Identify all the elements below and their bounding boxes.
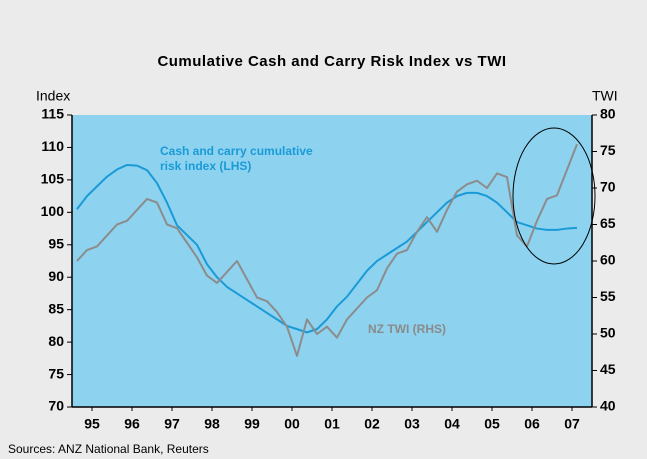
y2-axis-label: TWI (592, 88, 618, 104)
annotation: NZ TWI (RHS) (368, 322, 446, 336)
y2-tick-label: 55 (600, 288, 616, 304)
y-tick-label: 75 (48, 365, 64, 381)
x-tick-label: 98 (204, 416, 220, 432)
y2-tick-label: 60 (600, 252, 616, 268)
y2-tick-label: 65 (600, 215, 616, 231)
y2-tick-label: 40 (600, 398, 616, 414)
y2-tick-label: 80 (600, 106, 616, 122)
y-tick-label: 105 (41, 171, 65, 187)
y-tick-label: 115 (41, 106, 64, 122)
chart-title: Cumulative Cash and Carry Risk Index vs … (157, 53, 506, 70)
y2-tick-label: 75 (600, 142, 616, 158)
y-tick-label: 95 (48, 235, 64, 251)
x-tick-label: 04 (444, 416, 460, 432)
x-tick-label: 05 (484, 416, 500, 432)
y2-tick-label: 70 (600, 179, 616, 195)
y-tick-label: 100 (41, 203, 65, 219)
plot-area (72, 115, 592, 407)
x-tick-label: 96 (124, 416, 140, 432)
highlight-ellipse (512, 127, 596, 265)
y-tick-label: 80 (48, 333, 64, 349)
x-tick-label: 02 (364, 416, 380, 432)
y-tick-label: 110 (41, 138, 64, 154)
y-tick-label: 90 (48, 268, 64, 284)
series-line (76, 163, 578, 334)
x-tick-label: 07 (564, 416, 580, 432)
x-tick-label: 99 (244, 416, 260, 432)
x-tick-label: 03 (404, 416, 420, 432)
x-tick-label: 01 (324, 416, 340, 432)
x-tick-label: 00 (284, 416, 300, 432)
series-line (76, 143, 578, 357)
y2-tick-label: 45 (600, 361, 616, 377)
y-tick-label: 70 (48, 398, 64, 414)
y-axis-label: Index (36, 88, 70, 104)
x-tick-label: 97 (164, 416, 180, 432)
x-tick-label: 06 (524, 416, 540, 432)
y2-tick-label: 50 (600, 325, 616, 341)
y-tick-label: 85 (48, 300, 64, 316)
annotation: risk index (LHS) (160, 159, 251, 173)
source: Sources: ANZ National Bank, Reuters (8, 442, 209, 456)
x-tick-label: 95 (84, 416, 100, 432)
annotation: Cash and carry cumulative (160, 144, 313, 158)
